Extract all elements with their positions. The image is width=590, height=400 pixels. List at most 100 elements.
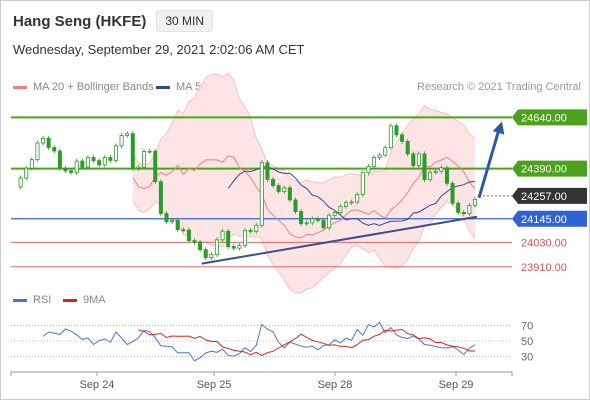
candle (388, 123, 393, 151)
research-credit: Research © 2021 Trading Central (416, 81, 581, 93)
bollinger-band-area (132, 73, 476, 294)
candle (41, 135, 46, 146)
trend-annotations (201, 121, 505, 265)
candle (125, 131, 130, 138)
candle (327, 212, 332, 231)
candle (198, 239, 203, 253)
legend-ma20: MA 20 + Bollinger Bands (13, 81, 154, 93)
candle (69, 168, 74, 175)
chart-datetime: Wednesday, September 29, 2021 2:02:06 AM… (13, 42, 305, 57)
candle (97, 158, 102, 168)
candle (428, 169, 433, 183)
trend-line (201, 215, 478, 265)
candle (102, 155, 107, 168)
candle (293, 197, 298, 215)
x-tick-label: Sep 29 (439, 379, 474, 391)
candle (321, 217, 326, 231)
candle (372, 155, 377, 169)
bollinger-upper-line (132, 72, 476, 184)
rsi-tick-label: 30 (521, 351, 533, 363)
current-price-label-text: 24257.00 (521, 191, 567, 203)
candle (433, 168, 438, 175)
candle (282, 185, 287, 194)
candle (472, 196, 477, 208)
candle (259, 160, 264, 228)
instrument-title: Hang Seng (HKFE) (13, 12, 147, 30)
ma20-swatch (13, 85, 27, 89)
x-axis: Sep 24 Sep 25 Sep 28 Sep 29 (10, 371, 513, 391)
candle (304, 220, 309, 227)
candle (416, 151, 421, 168)
candle (80, 158, 85, 170)
rsi-panel: 70 50 30 (11, 321, 533, 363)
ma20-legend-label: MA 20 + Bollinger Bands (33, 81, 154, 93)
candle (52, 145, 57, 154)
candle (203, 247, 208, 261)
candle (74, 158, 79, 175)
candle (360, 170, 365, 198)
candle (24, 165, 29, 181)
candle (57, 148, 62, 171)
legend-rsi: RSI (13, 294, 51, 306)
resistance-label-1: 24640.00 (512, 109, 587, 126)
candle (108, 155, 113, 163)
candle (265, 160, 270, 182)
candle (315, 216, 320, 223)
candle (153, 148, 158, 185)
projection-arrow-shaft (477, 129, 501, 199)
candle (63, 165, 68, 174)
candle (456, 200, 461, 215)
x-tick-label: Sep 24 (80, 379, 115, 391)
candle (254, 222, 259, 234)
candle (271, 176, 276, 189)
candle (355, 192, 360, 205)
candle (467, 202, 472, 217)
candle (119, 132, 124, 149)
candle (29, 157, 34, 171)
candle (181, 227, 186, 233)
candle (214, 237, 219, 258)
candle (377, 152, 382, 161)
candle (287, 185, 292, 203)
rsi-tick-label: 70 (521, 321, 533, 333)
rsi-tick-label: 50 (521, 336, 533, 348)
timeframe-badge[interactable]: 30 MIN (156, 10, 214, 32)
candle (400, 132, 405, 144)
support-label-1: 24030.00 (521, 237, 567, 249)
x-tick-label: Sep 28 (318, 379, 353, 391)
level-labels: 24640.00 24390.00 24257.00 24145.00 24030.00… (512, 109, 587, 274)
candle (231, 244, 236, 251)
ma20-line (132, 155, 476, 239)
candle (220, 228, 225, 243)
candle (18, 175, 23, 190)
candle (332, 209, 337, 218)
candle (444, 165, 449, 186)
candle (422, 151, 427, 183)
candle (276, 183, 281, 194)
candle (192, 238, 197, 245)
candle (113, 143, 118, 163)
candle (366, 163, 371, 176)
candle (170, 217, 175, 225)
candle (226, 228, 231, 250)
ma9-legend-label: 9MA (83, 294, 106, 306)
candle (394, 123, 399, 138)
resistance-label-2: 24390.00 (512, 160, 587, 177)
candle (450, 180, 455, 206)
resistance-label-1-text: 24640.00 (521, 112, 567, 124)
candle (248, 227, 253, 234)
candle (35, 140, 40, 163)
projection-arrow-head (492, 121, 505, 135)
candle (439, 165, 444, 174)
pivot-label-text: 24145.00 (521, 214, 567, 226)
support-label-2: 23910.00 (521, 262, 567, 274)
candles (18, 123, 477, 261)
candle (164, 211, 169, 225)
candle (175, 217, 180, 233)
candle (91, 155, 96, 164)
candle (85, 155, 90, 170)
x-tick-label: Sep 25 (197, 379, 232, 391)
candle (142, 148, 147, 170)
candle (186, 227, 191, 244)
